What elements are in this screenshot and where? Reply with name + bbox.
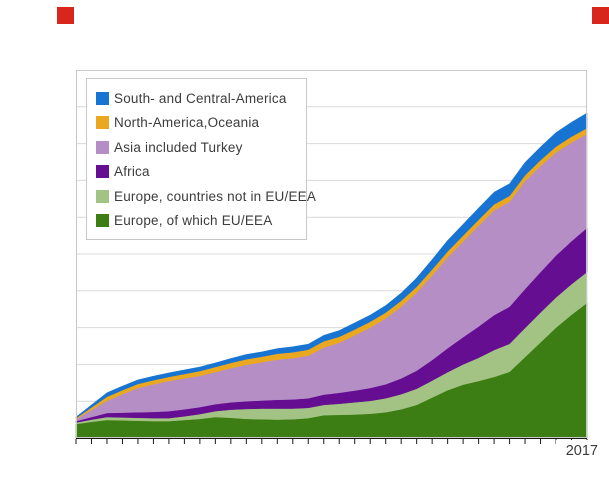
legend-item-3: Africa: [96, 160, 297, 185]
legend-item-0: South- and Central-America: [96, 86, 297, 111]
legend-swatch-icon: [96, 189, 109, 203]
chart-legend: South- and Central-America North-America,…: [86, 78, 316, 240]
legend-item-5: Europe, of which EU/EEA: [96, 209, 297, 234]
brand-red-square-left: [57, 7, 74, 24]
legend-item-4: Europe, countries not in EU/EEA: [96, 184, 316, 209]
legend-swatch-icon: [96, 140, 109, 154]
legend-item-1: North-America,Oceania: [96, 111, 297, 136]
brand-red-square-right: [592, 7, 609, 24]
legend-label: Africa: [114, 164, 150, 180]
x-axis-year-label: 2017: [565, 442, 598, 459]
legend-item-2: Asia included Turkey: [96, 135, 297, 160]
legend-label: Europe, of which EU/EEA: [114, 213, 273, 229]
legend-swatch-icon: [96, 116, 109, 130]
legend-label: South- and Central-America: [114, 90, 287, 106]
legend-label: North-America,Oceania: [114, 115, 260, 131]
legend-swatch-icon: [96, 214, 109, 228]
plot-border: [76, 70, 587, 438]
legend-label: Europe, countries not in EU/EEA: [114, 188, 317, 204]
legend-swatch-icon: [96, 165, 109, 179]
legend-label: Asia included Turkey: [114, 139, 243, 155]
legend-swatch-icon: [96, 91, 109, 105]
x-axis-year-label-box: 2017: [556, 440, 600, 461]
